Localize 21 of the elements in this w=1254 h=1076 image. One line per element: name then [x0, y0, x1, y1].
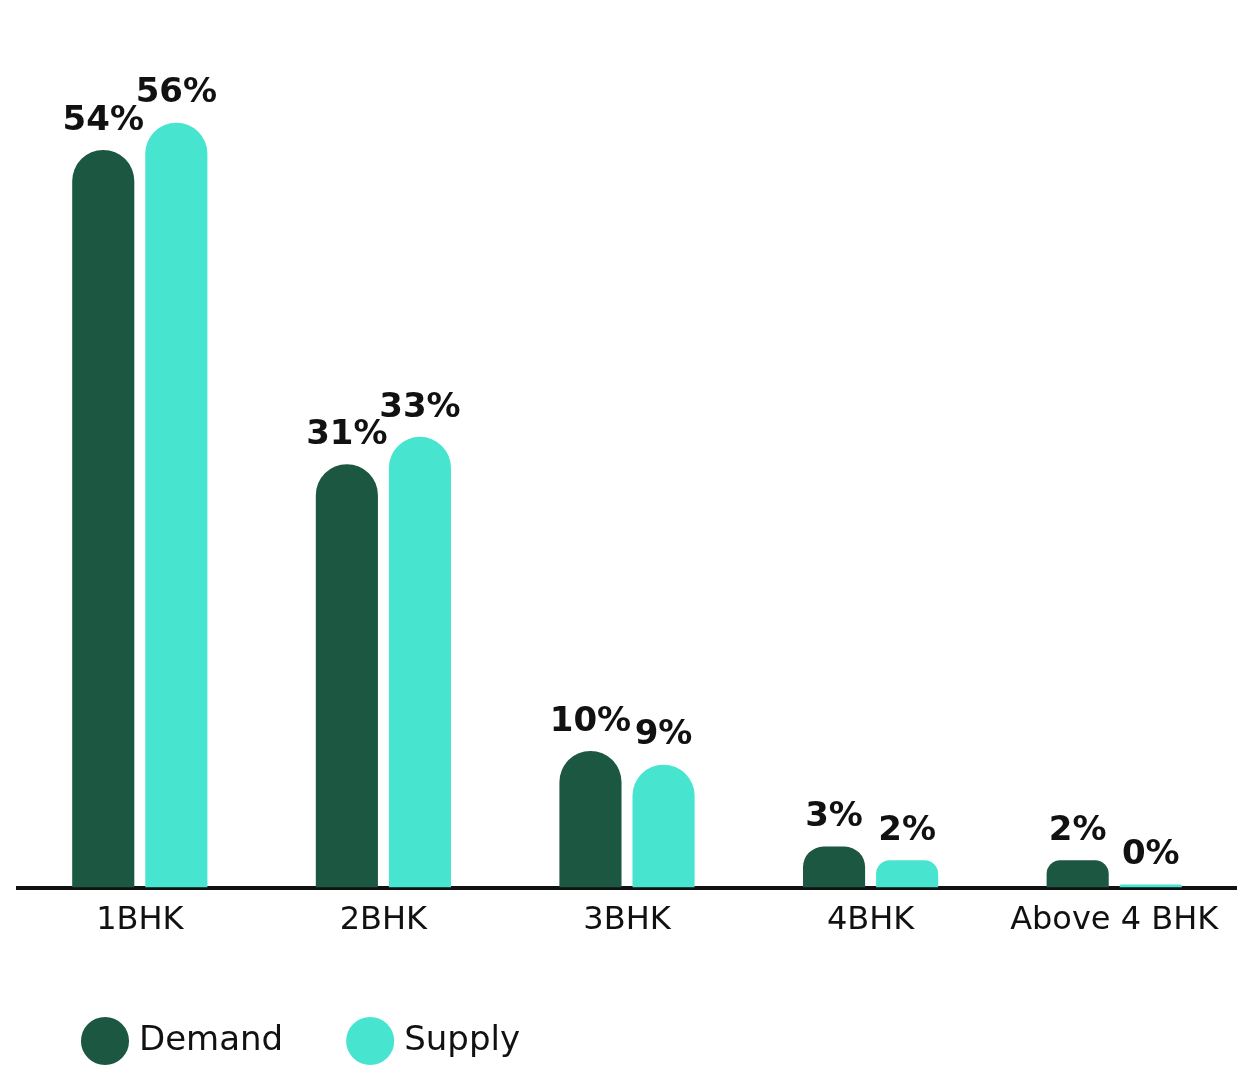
- bar: [315, 464, 378, 888]
- bar: [388, 436, 451, 888]
- bar: [72, 149, 135, 888]
- bar: [876, 860, 939, 888]
- data-label: 10%: [549, 698, 632, 739]
- data-label: 9%: [634, 712, 693, 753]
- bar: [559, 751, 622, 888]
- data-label: 2%: [878, 808, 937, 849]
- legend-label: Supply: [404, 1017, 521, 1058]
- data-label: 2%: [1048, 808, 1107, 849]
- x-tick-label: 3BHK: [583, 899, 672, 938]
- x-tick-label: 1BHK: [96, 899, 185, 938]
- x-tick-label: 4BHK: [826, 899, 916, 938]
- data-label: 3%: [805, 794, 863, 835]
- legend-label: Demand: [139, 1017, 284, 1058]
- x-tick-label: 2BHK: [339, 899, 429, 938]
- bar: [1046, 860, 1109, 888]
- bar: [632, 764, 695, 888]
- x-tick-label: Above 4 BHK: [1010, 899, 1220, 938]
- bar: [145, 122, 208, 888]
- data-label: 0%: [1121, 832, 1180, 873]
